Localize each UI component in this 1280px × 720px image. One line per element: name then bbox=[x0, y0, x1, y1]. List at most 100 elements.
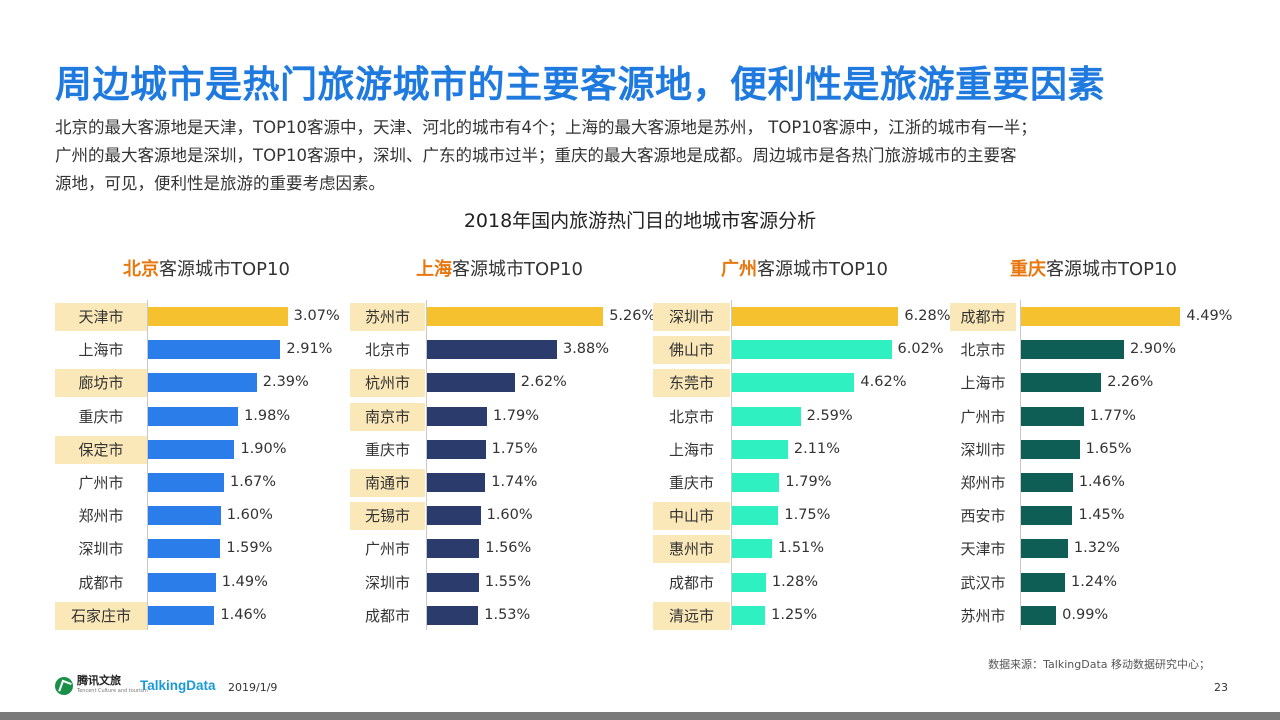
chart-panel: 广州客源城市TOP10 深圳市 6.28% 佛山市 6.02% 东莞市 4.62% 北京市 2.… bbox=[653, 255, 953, 635]
bar bbox=[148, 572, 216, 592]
description-line: 广州的最大客源地是深圳，TOP10客源中，深圳、广东的城市过半；重庆的最大客源地… bbox=[55, 146, 1017, 165]
category-label: 天津市 bbox=[55, 303, 147, 331]
chart-panel: 重庆客源城市TOP10 成都市 4.49% 北京市 2.90% 上海市 2.26% 广州市 1.… bbox=[950, 255, 1250, 635]
value-label: 1.79% bbox=[785, 474, 832, 490]
panel-title-suffix: 客源城市TOP10 bbox=[452, 259, 583, 280]
panel-title: 上海客源城市TOP10 bbox=[416, 255, 583, 281]
category-label: 惠州市 bbox=[653, 535, 730, 564]
category-label: 成都市 bbox=[364, 606, 410, 625]
value-label: 2.90% bbox=[1129, 341, 1177, 358]
tencent-logo-text: 腾讯文旅 Tencent Culture and tourism bbox=[77, 674, 148, 694]
value-label: 2.26% bbox=[1107, 374, 1154, 391]
bar bbox=[427, 506, 481, 526]
value-label: 1.65% bbox=[1085, 440, 1132, 457]
value-label: 1.53% bbox=[484, 606, 531, 623]
bar bbox=[1021, 506, 1073, 526]
chart-panel: 北京客源城市TOP10 天津市 3.07% 上海市 2.91% 廊坊市 2.39% 重庆市 1.… bbox=[55, 255, 355, 635]
bar bbox=[732, 373, 855, 393]
panel-title-city: 重庆 bbox=[1010, 259, 1046, 280]
category-label: 上海市 bbox=[668, 440, 714, 459]
value-label: 4.62% bbox=[860, 374, 907, 391]
panel-title: 北京客源城市TOP10 bbox=[123, 255, 290, 281]
panel-title-city: 北京 bbox=[123, 259, 159, 280]
value-label: 1.46% bbox=[220, 606, 267, 623]
tencent-culture-logo: 腾讯文旅 Tencent Culture and tourism bbox=[55, 674, 148, 696]
category-label: 广州市 bbox=[364, 540, 410, 559]
bar bbox=[148, 605, 215, 625]
bar bbox=[732, 307, 899, 326]
value-label: 5.26% bbox=[609, 308, 656, 324]
y-axis-line bbox=[1020, 300, 1021, 630]
description-line: 北京的最大客源地是天津，TOP10客源中，天津、河北的城市有4个；上海的最大客源… bbox=[55, 118, 1037, 137]
value-label: 2.91% bbox=[286, 341, 333, 358]
bar bbox=[427, 539, 480, 559]
value-label: 1.67% bbox=[229, 474, 277, 490]
value-label: 1.74% bbox=[491, 474, 538, 490]
category-label: 深圳市 bbox=[364, 573, 410, 592]
category-label: 天津市 bbox=[960, 540, 1006, 559]
value-label: 1.77% bbox=[1089, 407, 1136, 424]
bar bbox=[732, 406, 801, 426]
bar bbox=[427, 473, 486, 492]
value-label: 6.28% bbox=[904, 308, 951, 324]
date: 2019/1/9 bbox=[228, 681, 278, 694]
bar bbox=[732, 539, 772, 559]
bar bbox=[427, 406, 487, 426]
bar bbox=[148, 439, 235, 459]
bar bbox=[427, 307, 604, 326]
value-label: 1.45% bbox=[1078, 507, 1125, 524]
category-label: 成都市 bbox=[950, 303, 1016, 331]
bar bbox=[148, 506, 221, 526]
talkingdata-logo: TalkingData bbox=[140, 678, 216, 693]
category-label: 北京市 bbox=[668, 407, 714, 426]
category-label: 苏州市 bbox=[350, 303, 425, 331]
category-label: 清远市 bbox=[653, 601, 730, 630]
bar bbox=[1021, 307, 1181, 326]
value-label: 3.07% bbox=[293, 308, 340, 324]
category-label: 郑州市 bbox=[960, 474, 1006, 492]
category-label: 深圳市 bbox=[960, 440, 1006, 459]
data-source: 数据来源：TalkingData 移动数据研究中心； bbox=[988, 658, 1210, 671]
bar bbox=[148, 539, 221, 559]
y-axis-line bbox=[731, 300, 732, 630]
category-label: 郑州市 bbox=[78, 507, 124, 526]
value-label: 1.75% bbox=[784, 507, 831, 524]
value-label: 1.59% bbox=[226, 540, 273, 557]
value-label: 1.60% bbox=[226, 507, 273, 524]
chart-title: 2018年国内旅游热门目的地城市客源分析 bbox=[463, 210, 817, 232]
category-label: 北京市 bbox=[960, 341, 1006, 360]
category-label: 无锡市 bbox=[350, 502, 425, 531]
category-label: 南京市 bbox=[350, 402, 425, 431]
bar bbox=[732, 439, 788, 459]
category-label: 武汉市 bbox=[960, 573, 1006, 592]
bottom-bar bbox=[0, 712, 1280, 720]
panel-title-suffix: 客源城市TOP10 bbox=[159, 259, 290, 280]
value-label: 1.56% bbox=[485, 540, 532, 557]
value-label: 1.75% bbox=[491, 440, 538, 457]
category-label: 佛山市 bbox=[653, 336, 730, 365]
category-label: 深圳市 bbox=[78, 540, 124, 559]
bar bbox=[427, 605, 479, 625]
category-label: 广州市 bbox=[78, 474, 124, 492]
value-label: 2.59% bbox=[806, 407, 853, 424]
category-label: 苏州市 bbox=[960, 606, 1006, 625]
panel-title-city: 上海 bbox=[416, 259, 452, 280]
value-label: 1.32% bbox=[1073, 540, 1120, 557]
category-label: 重庆市 bbox=[364, 440, 410, 459]
value-label: 1.90% bbox=[240, 440, 287, 457]
value-label: 1.46% bbox=[1078, 474, 1125, 490]
category-label: 南通市 bbox=[350, 469, 425, 497]
bar bbox=[427, 572, 479, 592]
category-label: 重庆市 bbox=[668, 474, 714, 492]
value-label: 1.25% bbox=[771, 606, 818, 623]
category-label: 广州市 bbox=[960, 407, 1006, 426]
bar bbox=[148, 473, 224, 492]
value-label: 0.99% bbox=[1062, 606, 1109, 623]
category-label: 杭州市 bbox=[350, 369, 425, 398]
value-label: 1.55% bbox=[484, 573, 531, 590]
bar bbox=[1021, 473, 1073, 492]
value-label: 3.88% bbox=[562, 341, 610, 358]
value-label: 2.39% bbox=[262, 374, 309, 391]
bar bbox=[427, 373, 515, 393]
bar bbox=[1021, 373, 1102, 393]
